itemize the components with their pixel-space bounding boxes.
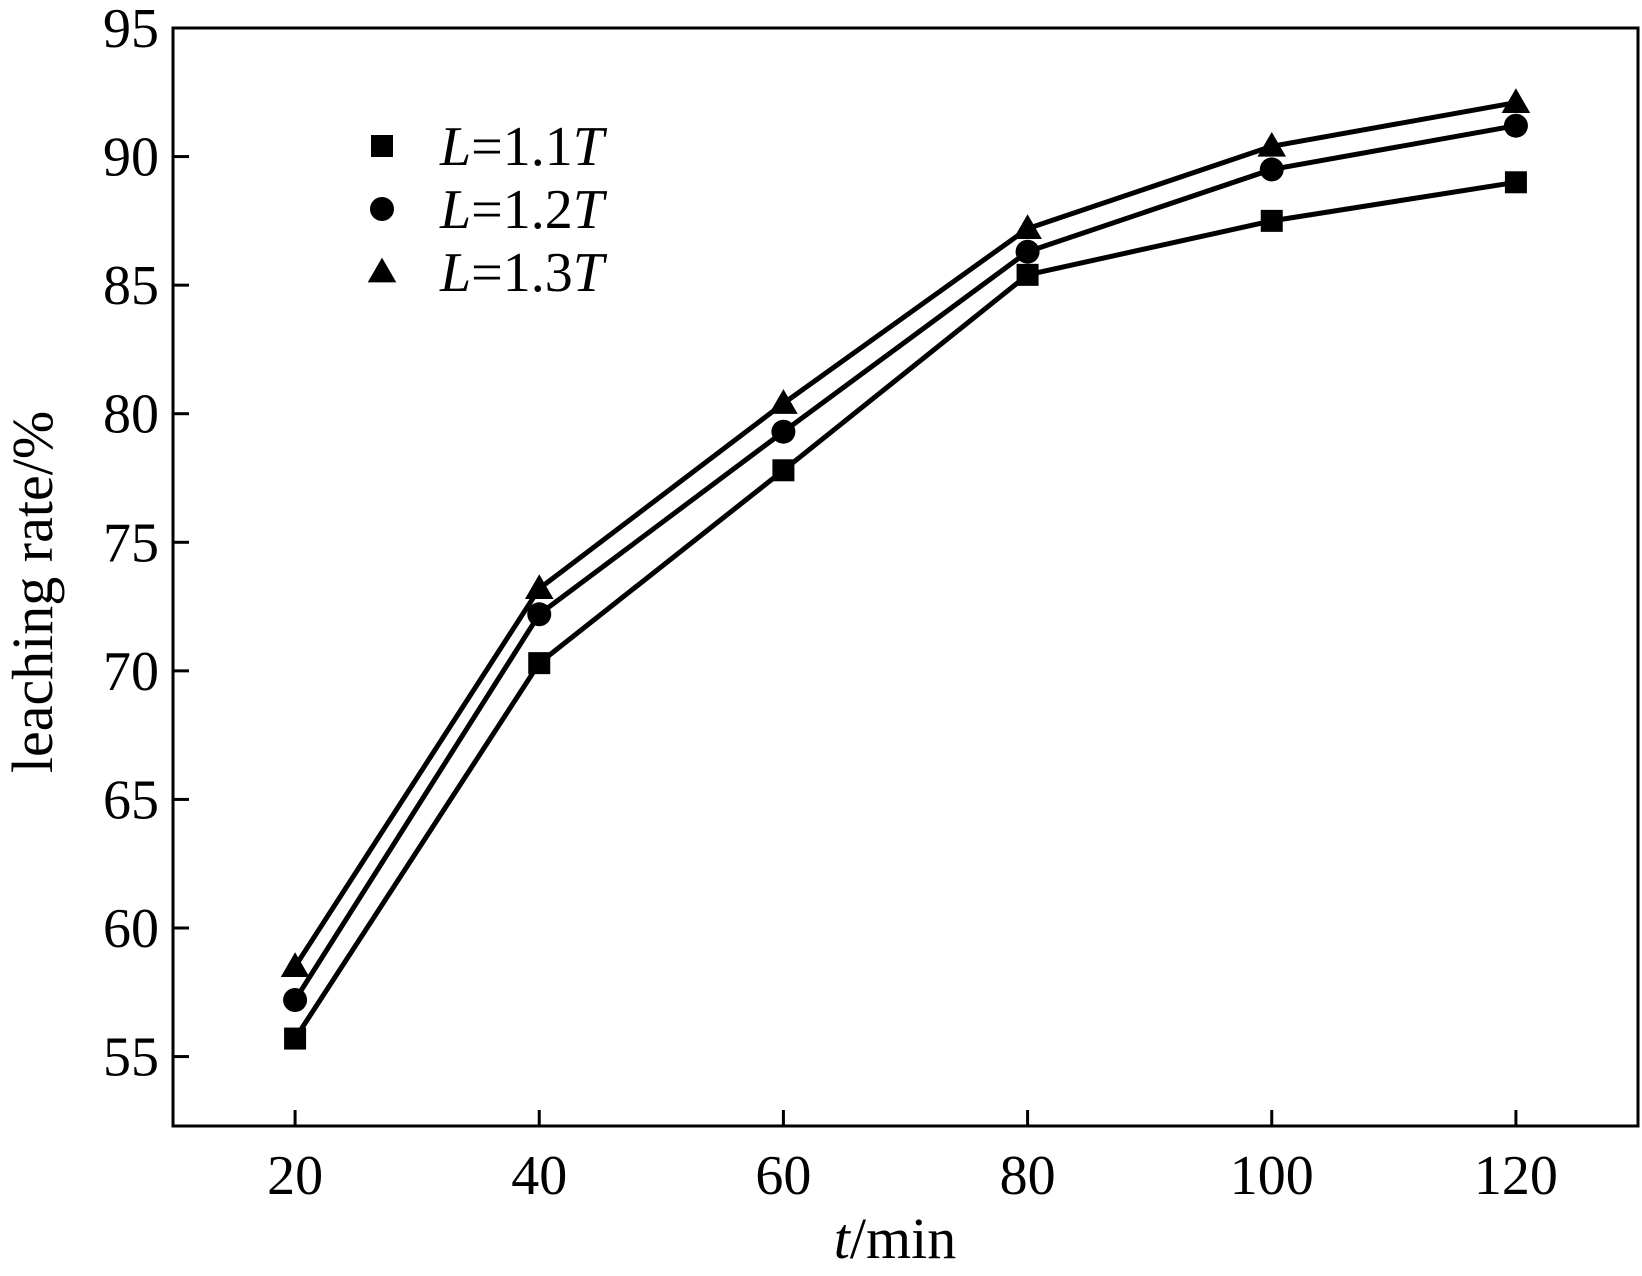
y-axis-ticks: 55 60 65 70 75 80 85 90 95 <box>103 0 189 1089</box>
legend-label-var: L <box>439 116 471 178</box>
legend-label-tail: T <box>573 116 608 178</box>
data-point-circle <box>771 419 796 444</box>
plot-frame <box>171 26 1640 1128</box>
data-point-circle <box>1015 239 1040 264</box>
legend-label-value: =1.2 <box>471 179 573 241</box>
x-axis-unit: /min <box>850 1206 956 1271</box>
legend-label: L=1.3T <box>439 242 608 304</box>
y-tick-label: 80 <box>103 384 159 446</box>
legend-label: L=1.2T <box>439 179 608 241</box>
data-point-triangle <box>524 574 554 599</box>
y-tick-label: 90 <box>103 127 159 189</box>
y-tick-label: 95 <box>103 0 159 60</box>
x-tick-label: 40 <box>511 1145 567 1207</box>
data-point-square <box>772 459 795 482</box>
legend-label-tail: T <box>573 179 608 241</box>
series-line-2 <box>292 123 1517 1002</box>
data-point-circle <box>527 602 552 627</box>
data-point-square <box>284 1027 307 1050</box>
legend-label-value: =1.1 <box>471 116 573 178</box>
x-axis-variable: t <box>834 1206 852 1271</box>
data-point-triangle <box>280 952 310 977</box>
y-tick-label: 55 <box>103 1027 159 1089</box>
data-point-circle <box>283 988 308 1012</box>
y-tick-label: 75 <box>103 512 159 574</box>
data-point-triangle <box>1013 214 1042 239</box>
legend-label-var: L <box>439 242 471 304</box>
y-tick-label: 85 <box>103 255 159 317</box>
data-point-square <box>1260 209 1283 232</box>
data-point-square <box>528 652 551 675</box>
x-tick-label: 60 <box>755 1145 811 1207</box>
legend: L=1.1TL=1.2TL=1.3T <box>367 116 608 304</box>
legend-marker-circle <box>370 197 394 221</box>
data-point-circle <box>1259 157 1284 182</box>
data-point-triangle <box>1257 131 1287 157</box>
legend-marker-triangle <box>367 257 397 283</box>
legend-label: L=1.1T <box>439 116 608 178</box>
y-tick-label: 70 <box>103 641 159 703</box>
data-point-circle <box>1503 113 1528 138</box>
legend-label-value: =1.3 <box>471 242 573 304</box>
data-point-square <box>1016 263 1039 286</box>
series-line-3 <box>292 100 1517 968</box>
x-tick-label: 100 <box>1230 1145 1314 1207</box>
data-point-triangle <box>769 389 798 414</box>
x-axis-label: t/min <box>834 1206 956 1271</box>
series-markers <box>280 88 1531 1050</box>
series-line-1 <box>292 179 1517 1040</box>
legend-label-var: L <box>439 179 471 241</box>
y-axis-label: leaching rate/% <box>0 411 65 773</box>
x-tick-label: 20 <box>267 1145 323 1207</box>
x-axis-ticks: 20 40 60 80 100 120 <box>267 1110 1558 1207</box>
series-lines <box>292 100 1517 1040</box>
data-point-square <box>1504 171 1527 194</box>
data-point-triangle <box>1501 88 1531 113</box>
legend-marker-square <box>371 135 393 157</box>
x-tick-label: 120 <box>1474 1145 1558 1207</box>
y-tick-label: 60 <box>103 898 159 960</box>
y-tick-label: 65 <box>103 769 159 831</box>
x-tick-label: 80 <box>1000 1145 1056 1207</box>
legend-label-tail: T <box>573 242 608 304</box>
